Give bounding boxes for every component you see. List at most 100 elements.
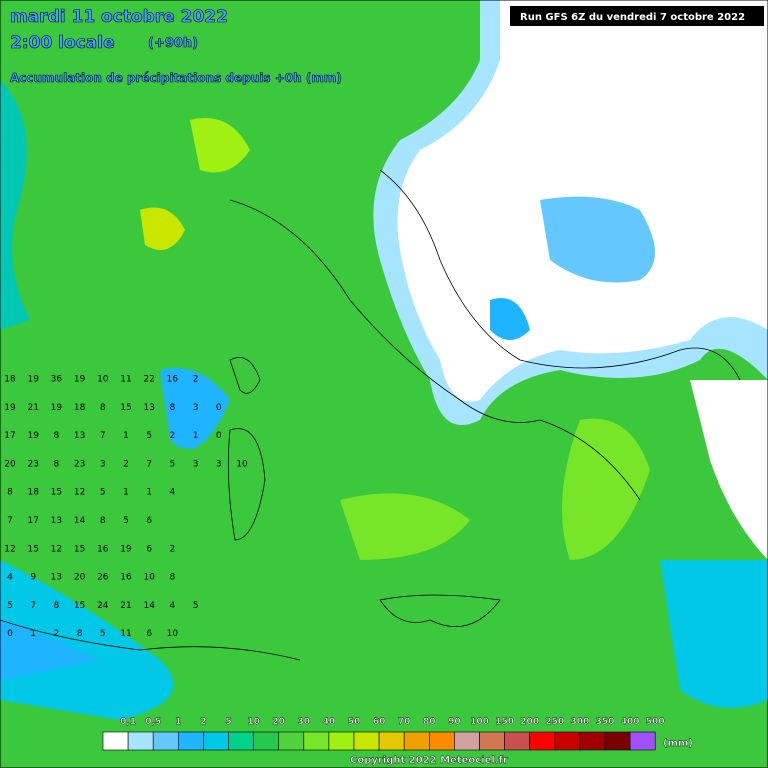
grid-value: 2 (170, 544, 176, 554)
legend-label: 2 (200, 717, 206, 727)
grid-value: 20 (74, 573, 86, 583)
value-grid: 18 19 36 19 10 11 22 16 219 21 19 18 8 15 13 8 3 017 19 8 13… (4, 375, 248, 640)
grid-value: 3 (100, 459, 106, 469)
legend-label: 80 (423, 717, 436, 727)
forecast-lead: (+90h) (148, 36, 198, 51)
legend-swatch (504, 731, 531, 751)
grid-value: 16 (97, 544, 109, 554)
legend-swatch (353, 731, 380, 751)
grid-value: 19 (51, 403, 63, 413)
legend-swatch (428, 731, 455, 751)
grid-value: 6 (146, 544, 152, 554)
grid-value: 7 (100, 431, 106, 441)
legend-swatch (403, 731, 430, 751)
grid-value: 4 (170, 601, 176, 611)
legend-swatch (328, 731, 355, 751)
forecast-time: 2:00 locale (10, 33, 115, 53)
grid-value: 23 (27, 459, 38, 469)
legend-label: 90 (448, 717, 461, 727)
grid-value: 5 (193, 601, 199, 611)
grid-value: 8 (170, 573, 176, 583)
legend-label: 400 (621, 717, 640, 727)
coastlines (0, 169, 741, 661)
grid-value: 12 (4, 544, 15, 554)
legend-label: 40 (323, 717, 336, 727)
grid-value: 4 (7, 573, 13, 583)
legend-swatch (529, 731, 556, 751)
grid-value: 2 (123, 459, 129, 469)
legend-label: 50 (348, 717, 361, 727)
grid-value: 36 (51, 375, 63, 385)
grid-value: 15 (27, 544, 38, 554)
legend-swatch (604, 731, 631, 751)
grid-value: 6 (146, 629, 152, 639)
grid-value: 19 (120, 544, 132, 554)
grid-value: 12 (74, 488, 85, 498)
grid-value: 4 (170, 488, 176, 498)
legend-swatch (479, 731, 505, 751)
grid-value: 21 (120, 601, 131, 611)
grid-value: 21 (27, 403, 38, 413)
grid-value: 9 (30, 573, 36, 583)
grid-value: 10 (97, 375, 109, 385)
legend-unit: (mm) (663, 738, 693, 749)
grid-value: 2 (170, 431, 176, 441)
forecast-date: mardi 11 octobre 2022 (10, 7, 228, 27)
grid-value: 5 (170, 459, 176, 469)
legend-swatch (278, 731, 305, 751)
grid-value: 24 (97, 601, 109, 611)
grid-value: 8 (100, 516, 106, 526)
run-label: Run GFS 6Z du vendredi 7 octobre 2022 (520, 12, 745, 23)
grid-value: 5 (100, 629, 106, 639)
legend-label: 300 (571, 717, 590, 727)
legend-label: 60 (373, 717, 386, 727)
legend-label: 70 (398, 717, 411, 727)
grid-value: 5 (100, 488, 106, 498)
legend-label: 1 (175, 717, 181, 727)
legend-swatch (554, 731, 581, 751)
grid-value: 2 (54, 629, 60, 639)
legend-label: 250 (545, 717, 564, 727)
grid-value: 16 (167, 375, 179, 385)
grid-value: 14 (143, 601, 155, 611)
grid-value: 1 (30, 629, 36, 639)
grid-value: 3 (193, 459, 199, 469)
grid-value: 20 (4, 459, 16, 469)
grid-value: 7 (146, 459, 152, 469)
legend-label: 100 (470, 717, 489, 727)
grid-value: 6 (146, 516, 152, 526)
grid-value: 1 (193, 431, 199, 441)
grid-value: 18 (27, 488, 39, 498)
grid-value: 11 (120, 375, 131, 385)
grid-value: 8 (54, 601, 60, 611)
grid-value: 23 (74, 459, 85, 469)
grid-value: 26 (97, 573, 109, 583)
grid-value: 1 (146, 488, 152, 498)
grid-value: 22 (143, 375, 154, 385)
copyright: Copyright 2022 Meteociel.fr (350, 755, 508, 766)
legend-swatch (629, 731, 656, 751)
legend-label: 150 (495, 717, 514, 727)
legend-swatch (378, 731, 405, 751)
grid-value: 5 (146, 431, 152, 441)
grid-value: 8 (54, 459, 60, 469)
grid-value: 13 (51, 573, 62, 583)
grid-value: 10 (167, 629, 179, 639)
grid-value: 19 (27, 431, 39, 441)
grid-value: 13 (143, 403, 154, 413)
grid-value: 1 (123, 431, 129, 441)
grid-value: 7 (7, 516, 13, 526)
grid-value: 19 (27, 375, 39, 385)
grid-value: 8 (170, 403, 176, 413)
grid-value: 8 (77, 629, 83, 639)
legend-label: 0,5 (145, 717, 161, 727)
grid-value: 3 (216, 459, 222, 469)
legend-swatch (152, 731, 179, 751)
legend-swatch (203, 731, 229, 751)
grid-value: 7 (30, 601, 36, 611)
grid-value: 0 (216, 431, 222, 441)
grid-value: 15 (120, 403, 131, 413)
grid-value: 15 (74, 601, 85, 611)
grid-value: 12 (51, 544, 62, 554)
grid-value: 19 (4, 403, 16, 413)
